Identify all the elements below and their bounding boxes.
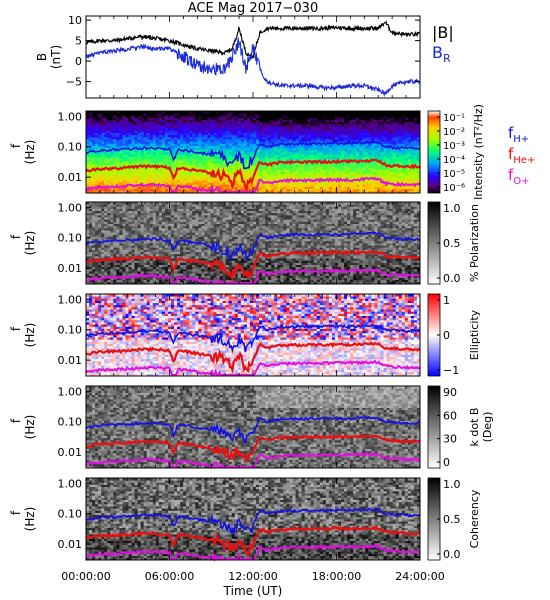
y-axis-unit: (Hz) bbox=[23, 140, 37, 165]
x-tick-label: 12:00:00 bbox=[228, 570, 277, 583]
colorbar-label: Intensity (nT²/Hz) bbox=[472, 104, 485, 200]
colorbar-tick-label: 10⁻¹ bbox=[443, 113, 465, 124]
colorbar-tick-label: −1 bbox=[443, 364, 459, 377]
spectrogram-cells bbox=[86, 386, 421, 469]
colorbar bbox=[427, 385, 441, 469]
intensity-panel: 1.00 0.10 0.01 f (Hz) 10⁻¹ 10⁻² 10⁻³ 10⁻⁴ 10⁻⁵ 10⁻… bbox=[9, 104, 535, 200]
x-tick-label: 06:00:00 bbox=[145, 570, 194, 583]
spectrogram-cells bbox=[86, 111, 421, 194]
y-tick-label: 5 bbox=[75, 35, 82, 48]
series-line-b-r bbox=[85, 37, 421, 98]
colorbar-tick-label: 0.5 bbox=[443, 237, 461, 250]
chart-title: ACE Mag 2017−030 bbox=[188, 1, 318, 16]
colorbar-tick-label: 10⁻⁶ bbox=[443, 183, 465, 194]
fhe-plus-curve bbox=[85, 433, 421, 463]
fh-plus-curve bbox=[85, 140, 421, 170]
y-axis-label: f bbox=[9, 418, 23, 423]
coherency-panel: 1.00 0.10 0.01 f (Hz) 1.0 0.5 0.0 Coherency bbox=[9, 477, 481, 562]
time-axis: 00:00:00 06:00:00 12:00:00 18:00:00 24:00:00 bbox=[61, 16, 445, 583]
legend-entry: |B| bbox=[432, 23, 454, 42]
x-tick-label: 00:00:00 bbox=[61, 570, 110, 583]
fhe-plus-curve bbox=[85, 525, 421, 558]
x-axis-label: Time (UT) bbox=[223, 584, 283, 598]
colorbar-tick-label: 90 bbox=[443, 386, 457, 399]
colorbar-tick-label: 0 bbox=[443, 329, 450, 342]
y-tick-label: 1.00 bbox=[58, 201, 83, 214]
fh-plus-curve bbox=[85, 323, 421, 354]
colorbar-label: % Polarization bbox=[468, 204, 481, 282]
y-axis-unit: (Hz) bbox=[23, 323, 37, 348]
colorbar-tick-label: 0 bbox=[443, 456, 450, 469]
spectrogram-cells bbox=[86, 294, 421, 377]
magnetic-field-panel: 10 5 0 −5 B (nT) |B|BR bbox=[35, 14, 454, 99]
y-tick-label: 0.01 bbox=[58, 354, 83, 367]
y-axis-label: f bbox=[9, 510, 23, 515]
colorbar-label: (Deg) bbox=[481, 412, 494, 443]
y-axis-unit: (Hz) bbox=[23, 507, 37, 532]
y-axis-unit: (Hz) bbox=[23, 231, 37, 256]
colorbar-label: Ellipticity bbox=[468, 309, 481, 360]
y-tick-label: 1.00 bbox=[58, 293, 83, 306]
wave-normal-angle-panel: 1.00 0.10 0.01 f (Hz) 90 60 30 0 k dot B (Deg) bbox=[9, 385, 494, 469]
series-line-b-total bbox=[85, 20, 420, 59]
y-tick-label: 0.01 bbox=[58, 446, 83, 459]
y-tick-label: 1.00 bbox=[58, 110, 83, 123]
y-tick-label: 0.10 bbox=[58, 416, 83, 429]
colorbar-tick-label: 0.5 bbox=[443, 513, 461, 526]
y-axis-label: f bbox=[9, 326, 23, 331]
y-tick-label: 0.10 bbox=[58, 508, 83, 521]
y-axis-unit: (Hz) bbox=[23, 415, 37, 440]
legend-entry: BR bbox=[432, 43, 451, 65]
legend-entry: fO+ bbox=[508, 166, 530, 187]
legend-entry: fH+ bbox=[508, 124, 529, 145]
x-tick-label: 18:00:00 bbox=[312, 570, 361, 583]
fh-plus-curve bbox=[85, 231, 421, 262]
fhe-plus-curve bbox=[85, 158, 421, 193]
colorbar-tick-label: 1.0 bbox=[443, 478, 461, 491]
y-tick-label: 0.10 bbox=[58, 141, 83, 154]
y-tick-label: 10 bbox=[68, 14, 82, 27]
y-tick-label: 0.01 bbox=[58, 171, 83, 184]
y-tick-label: −5 bbox=[66, 76, 82, 89]
y-axis-unit: (nT) bbox=[49, 45, 63, 69]
colorbar bbox=[427, 110, 441, 194]
y-tick-label: 0.01 bbox=[58, 538, 83, 551]
y-tick-label: 0.01 bbox=[58, 262, 83, 275]
y-tick-label: 0.10 bbox=[58, 324, 83, 337]
colorbar-tick-label: 10⁻² bbox=[443, 127, 465, 138]
y-tick-label: 0.10 bbox=[58, 232, 83, 245]
colorbar-tick-label: 10⁻⁵ bbox=[443, 169, 465, 180]
colorbar-tick-label: 10⁻⁴ bbox=[443, 155, 465, 166]
colorbar-tick-label: 60 bbox=[443, 409, 457, 422]
y-axis-label: f bbox=[9, 143, 23, 148]
y-tick-label: 0 bbox=[75, 55, 82, 68]
colorbar-tick-label: 0.0 bbox=[443, 548, 461, 561]
colorbar-label: Coherency bbox=[468, 489, 481, 548]
x-tick-label: 24:00:00 bbox=[395, 570, 444, 583]
legend-entry: fHe+ bbox=[508, 145, 535, 166]
spectrogram-cells bbox=[86, 202, 421, 285]
fhe-plus-curve bbox=[85, 248, 421, 283]
y-axis-label: B bbox=[35, 53, 49, 61]
y-axis-label: f bbox=[9, 234, 23, 239]
polarization-panel: 1.00 0.10 0.01 f (Hz) 1.0 0.5 0.0 % Polarization bbox=[9, 201, 481, 285]
colorbar-tick-label: 10⁻³ bbox=[443, 141, 465, 152]
fh-plus-curve bbox=[85, 507, 421, 535]
colorbar-tick-label: 30 bbox=[443, 433, 457, 446]
fh-plus-curve bbox=[85, 415, 421, 446]
colorbar-tick-label: 0.0 bbox=[443, 272, 461, 285]
colorbar-label: k dot B bbox=[468, 408, 481, 447]
y-tick-label: 1.00 bbox=[58, 385, 83, 398]
fhe-plus-curve bbox=[85, 341, 421, 375]
y-tick-label: 1.00 bbox=[58, 477, 83, 490]
colorbar-tick-label: 1.0 bbox=[443, 202, 461, 215]
colorbar-tick-label: 1 bbox=[443, 294, 450, 307]
ellipticity-panel: 1.00 0.10 0.01 f (Hz) 1 0 −1 Ellipticity bbox=[9, 293, 481, 377]
